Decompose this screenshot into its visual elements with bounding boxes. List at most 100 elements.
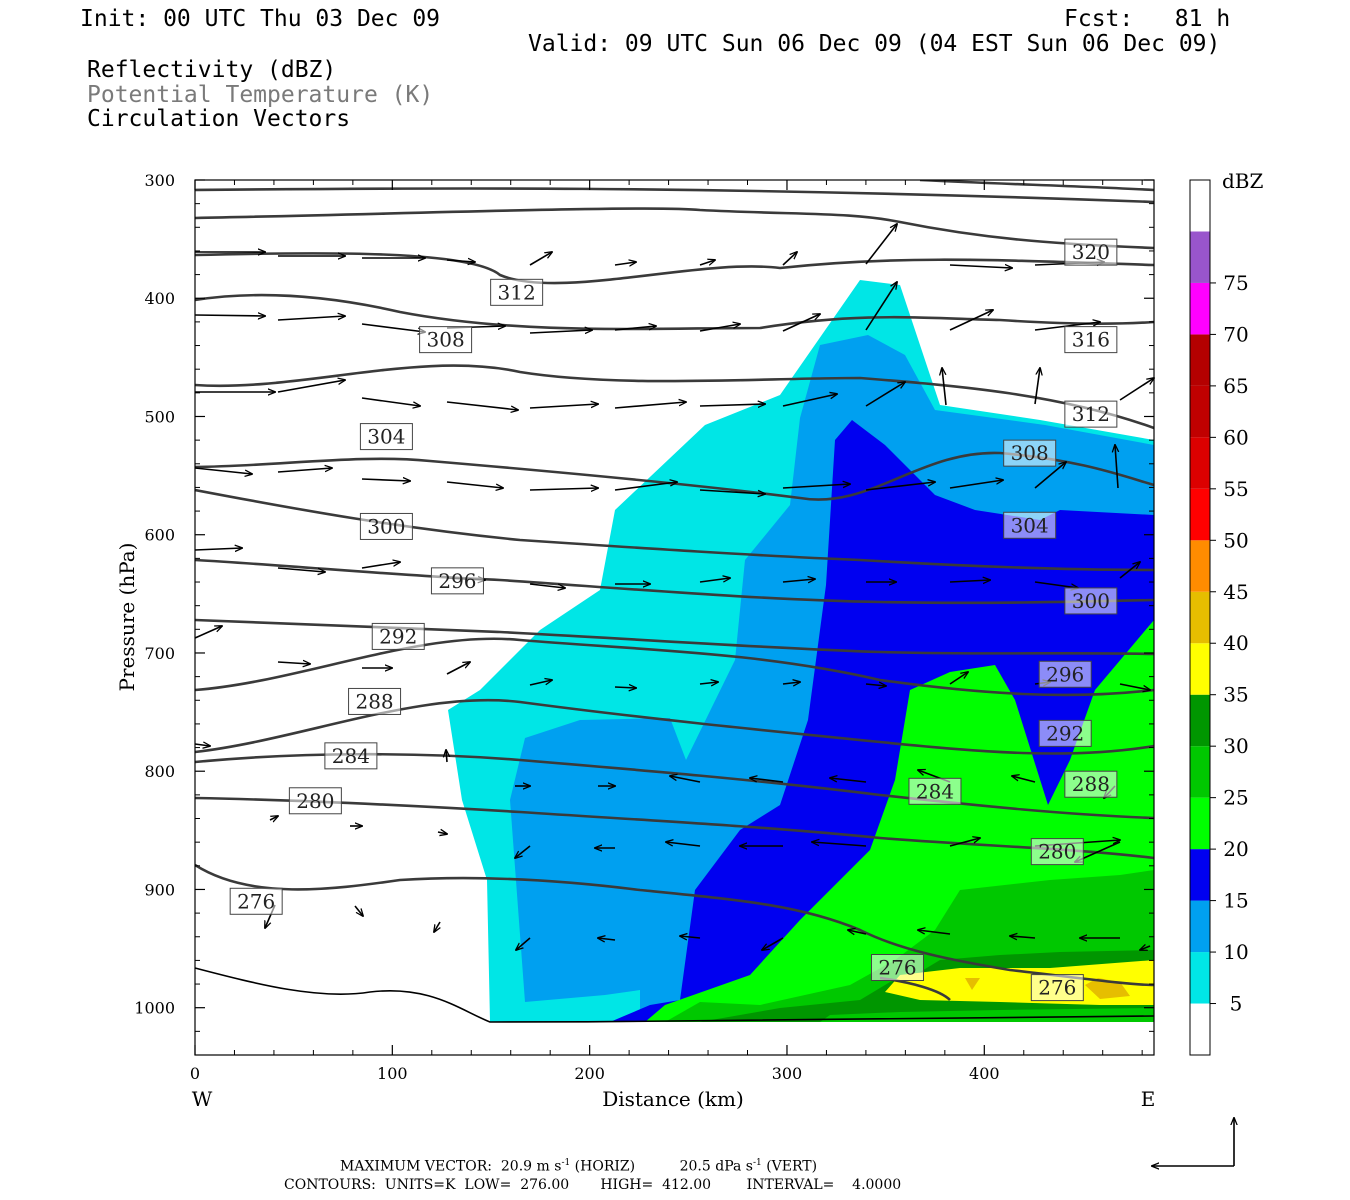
theta-line bbox=[195, 637, 1154, 697]
y-tick-label: 900 bbox=[144, 880, 175, 899]
theta-label: 288 bbox=[1072, 772, 1110, 796]
colorbar-label: 45 bbox=[1223, 580, 1248, 604]
colorbar-segment bbox=[1190, 385, 1210, 438]
wind-vector bbox=[1115, 445, 1118, 489]
theta-label-box bbox=[348, 687, 402, 715]
wind-vector bbox=[1119, 683, 1150, 690]
wind-vector bbox=[361, 323, 425, 332]
colorbar-label: 75 bbox=[1223, 271, 1248, 295]
colorbar-label: 55 bbox=[1223, 477, 1248, 501]
colorbar-label: 35 bbox=[1223, 683, 1248, 707]
wind-vector bbox=[194, 548, 242, 550]
field-theta-label: Potential Temperature (K) bbox=[87, 82, 434, 108]
wind-vector bbox=[699, 489, 765, 494]
colorbar-label: 30 bbox=[1223, 734, 1248, 758]
wind-vector bbox=[949, 480, 1003, 489]
theta-label-box bbox=[229, 887, 283, 915]
y-axis-label: Pressure (hPa) bbox=[115, 543, 139, 692]
theta-line bbox=[195, 293, 1154, 331]
wind-vector bbox=[516, 937, 531, 950]
y-tick-label: 600 bbox=[144, 526, 175, 545]
theta-label-box bbox=[1038, 719, 1092, 747]
wind-vector bbox=[699, 404, 765, 406]
theta-label: 304 bbox=[367, 425, 405, 449]
wind-vector bbox=[699, 578, 730, 583]
wind-vector bbox=[865, 684, 886, 686]
theta-label: 296 bbox=[438, 569, 476, 593]
colorbar-label: 50 bbox=[1223, 528, 1248, 552]
theta-label: 312 bbox=[498, 280, 536, 304]
theta-label: 280 bbox=[1038, 840, 1076, 864]
theta-line bbox=[195, 796, 1154, 860]
wind-vector bbox=[194, 626, 222, 639]
wind-vector bbox=[277, 316, 345, 321]
wind-vector bbox=[865, 224, 897, 265]
wind-vector bbox=[446, 481, 503, 488]
field-reflectivity-label: Reflectivity (dBZ) bbox=[87, 57, 337, 83]
colorbar-segment bbox=[1190, 180, 1210, 232]
colorbar-label: 60 bbox=[1223, 425, 1248, 449]
max-vector-label: MAXIMUM VECTOR: bbox=[340, 1158, 492, 1175]
wind-vector bbox=[614, 326, 656, 331]
wind-vector bbox=[529, 583, 565, 588]
wind-vector bbox=[1012, 776, 1036, 783]
theta-line bbox=[919, 180, 1154, 192]
wind-vector bbox=[269, 816, 278, 820]
colorbar: 5 10 15 20 25 30 35 40 45 50 55 60 65 70 75 bbox=[1189, 179, 1249, 1056]
wind-vector bbox=[515, 845, 531, 858]
wind-vector bbox=[277, 380, 345, 393]
wind-vector bbox=[1119, 378, 1154, 401]
wind-vector bbox=[865, 382, 905, 407]
colorbar-segment bbox=[1190, 952, 1210, 1004]
max-vector-line: MAXIMUM VECTOR: 20.9 m s-1 (HORIZ) 20.5 … bbox=[340, 1159, 817, 1174]
wind-vector bbox=[865, 482, 935, 491]
circulation-vectors bbox=[194, 224, 1154, 950]
wind-vector bbox=[699, 260, 715, 265]
theta-label: 292 bbox=[379, 624, 417, 648]
wind-vector bbox=[949, 310, 993, 331]
wind-vector bbox=[1119, 562, 1140, 579]
x-tick-label: 0 bbox=[190, 1064, 200, 1083]
wind-vector bbox=[812, 842, 867, 847]
colorbar-segment bbox=[1190, 437, 1210, 489]
theta-label-box bbox=[1064, 587, 1118, 615]
colorbar-segment bbox=[1190, 231, 1210, 283]
max-horiz-exponent: -1 bbox=[561, 1158, 571, 1168]
wind-vector bbox=[194, 467, 252, 474]
colorbar-segment bbox=[1190, 334, 1210, 386]
wind-vector bbox=[680, 936, 701, 938]
theta-label-box bbox=[1030, 974, 1084, 1002]
wind-vector bbox=[529, 404, 598, 409]
wind-vector bbox=[782, 484, 850, 489]
wind-vector bbox=[848, 930, 867, 934]
colorbar-label: 40 bbox=[1223, 631, 1248, 655]
theta-label-box bbox=[1003, 511, 1057, 539]
field-vectors-label: Circulation Vectors bbox=[87, 106, 351, 132]
wind-vector bbox=[361, 479, 410, 481]
wind-vector bbox=[782, 394, 837, 407]
theta-line bbox=[195, 488, 1154, 572]
theta-line bbox=[195, 187, 1154, 204]
max-horiz-value: 20.9 m s bbox=[500, 1158, 562, 1175]
theta-line bbox=[195, 558, 1154, 605]
wind-vector bbox=[1140, 946, 1151, 950]
theta-label-box bbox=[1064, 326, 1118, 354]
refl-35-region bbox=[885, 960, 1154, 1005]
colorbar-segment bbox=[1190, 643, 1210, 695]
colorbar-label: 10 bbox=[1223, 940, 1248, 964]
theta-label: 308 bbox=[1011, 441, 1049, 465]
wind-vector bbox=[277, 468, 332, 473]
x-tick-label: 400 bbox=[969, 1064, 1000, 1083]
theta-label: 284 bbox=[916, 779, 954, 803]
theta-label-box bbox=[870, 954, 924, 981]
refl-40-spot bbox=[965, 978, 980, 990]
wind-vector bbox=[762, 937, 784, 950]
wind-vector bbox=[942, 368, 947, 406]
x-tick-label: 100 bbox=[377, 1064, 408, 1083]
y-tick-label: 800 bbox=[144, 762, 175, 781]
theta-line bbox=[195, 207, 1154, 250]
theta-label-box bbox=[1030, 838, 1084, 866]
theta-line bbox=[195, 364, 1154, 430]
theta-label-box bbox=[1064, 770, 1118, 798]
